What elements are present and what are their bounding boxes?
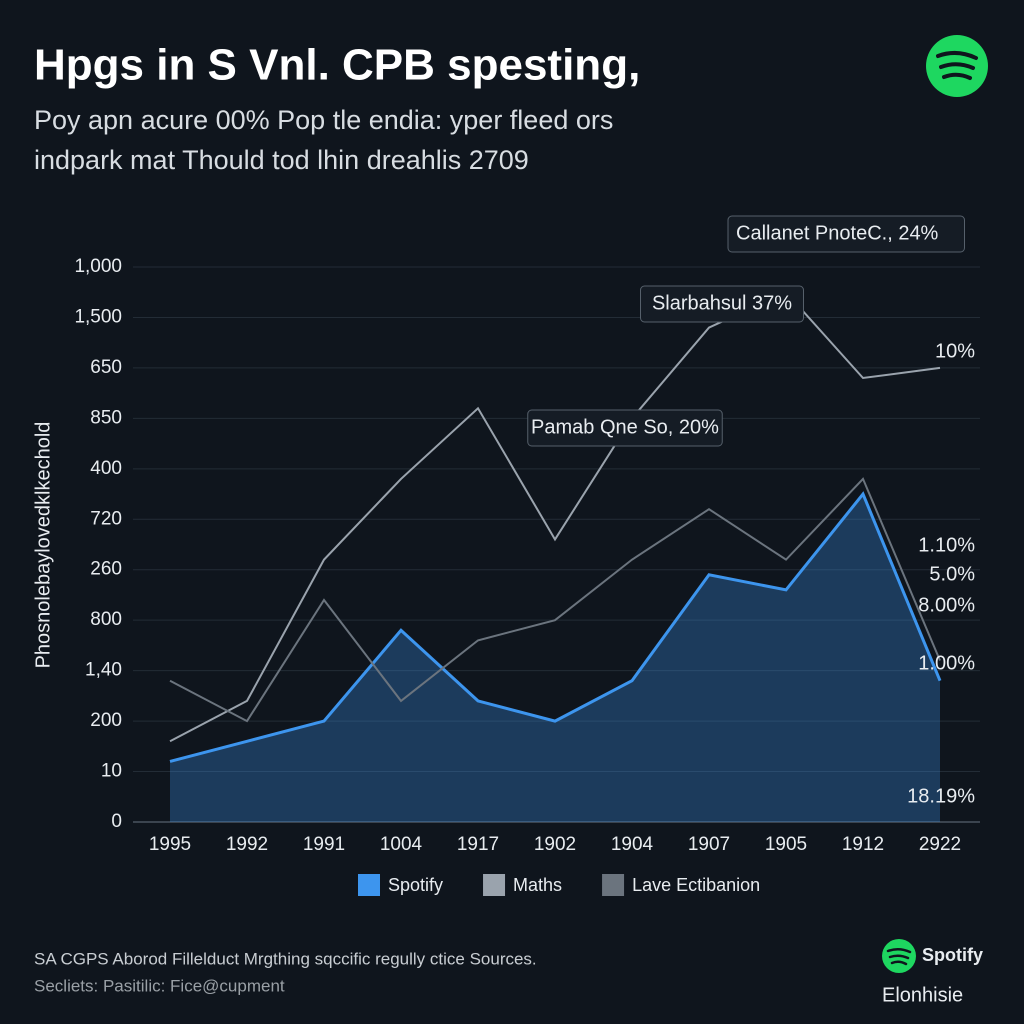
annotation: Callanet PnoteC., 24% xyxy=(736,222,939,244)
x-tick-label: 1917 xyxy=(457,834,499,855)
brand: Elonhisie xyxy=(882,984,963,1006)
y-tick-label: 1,500 xyxy=(74,306,122,327)
y-axis-title: Phosnolebaylovedklkechold xyxy=(32,422,54,669)
y-tick-label: 1,40 xyxy=(85,660,122,681)
x-tick-label: 1912 xyxy=(842,834,884,855)
line xyxy=(169,477,941,723)
annotation: 5.0% xyxy=(929,563,975,585)
legend-label: Lave Ectibanion xyxy=(632,875,760,895)
source: Secliets: Pasitilic: Fice@cupment xyxy=(34,976,285,995)
y-tick-label: 800 xyxy=(90,609,122,630)
x-tick-label: 1902 xyxy=(534,834,576,855)
logo xyxy=(926,35,988,97)
annotation: 1.10% xyxy=(918,534,975,556)
legend-label: Maths xyxy=(513,875,562,895)
x-tick-label: 1907 xyxy=(688,834,730,855)
annotation: Slarbahsul 37% xyxy=(652,292,792,314)
x-tick-label: 1995 xyxy=(149,834,191,855)
y-tick-label: 850 xyxy=(90,407,122,428)
annotation: Pamab Qne So, 20% xyxy=(531,416,719,438)
logo-small xyxy=(882,939,916,973)
x-tick-label: 1992 xyxy=(226,834,268,855)
x-tick-label: 2922 xyxy=(919,834,961,855)
subtitle: indpark mat Thould tod lhin dreahlis 270… xyxy=(34,145,529,175)
annotation-box xyxy=(640,285,804,323)
y-tick-label: 400 xyxy=(90,458,122,479)
y-tick-label: 650 xyxy=(90,357,122,378)
annotation: 10% xyxy=(935,340,975,362)
y-tick-label: 720 xyxy=(90,508,122,529)
y-tick-label: 260 xyxy=(90,559,122,580)
y-tick-label: 10 xyxy=(101,761,122,782)
annotation: 8.00% xyxy=(918,594,975,616)
legend-swatch xyxy=(358,874,380,896)
x-tick-label: 1991 xyxy=(303,834,345,855)
y-tick-label: 200 xyxy=(90,710,122,731)
legend-label: Spotify xyxy=(388,875,443,895)
line xyxy=(169,491,942,763)
annotation: 18.19% xyxy=(907,785,975,807)
annotation-box xyxy=(527,409,723,447)
x-tick-label: 1904 xyxy=(611,834,654,855)
x-tick-label: 1004 xyxy=(380,834,423,855)
chart-title: Hpgs in S Vnl. CPB spesting, xyxy=(34,41,640,90)
annotation: 1.00% xyxy=(918,652,975,674)
y-tick-label: 0 xyxy=(111,811,122,832)
legend-swatch xyxy=(483,874,506,896)
area xyxy=(170,494,940,822)
subtitle: Poy apn acure 00% Pop tle endia: yper fl… xyxy=(34,105,613,135)
line xyxy=(169,291,941,743)
legend-swatch xyxy=(602,874,625,896)
y-tick-label: 1,000 xyxy=(74,256,122,277)
brand: Spotify xyxy=(922,945,983,965)
x-tick-label: 1905 xyxy=(765,834,807,855)
annotation-box xyxy=(727,215,965,253)
source: SA CGPS Aborod Fillelduct Mrgthing sqcci… xyxy=(34,949,537,968)
